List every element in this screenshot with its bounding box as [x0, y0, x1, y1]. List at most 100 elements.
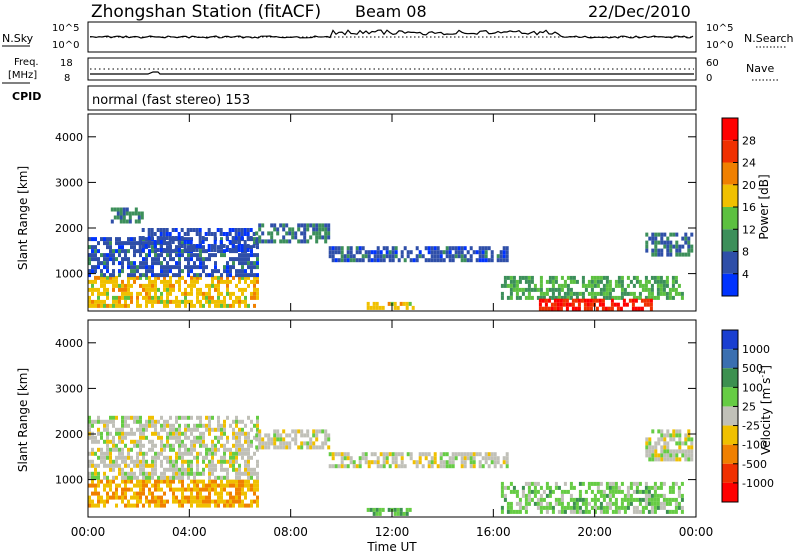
heatmap-cell — [211, 467, 214, 472]
heatmap-cell — [291, 227, 295, 232]
heatmap-cell — [91, 451, 94, 456]
heatmap-cell — [575, 505, 579, 510]
heatmap-cell — [136, 475, 139, 480]
heatmap-cell — [115, 503, 118, 508]
heatmap-cell — [238, 443, 241, 448]
heatmap-cell — [226, 467, 229, 472]
power-colorbar-label: Power [dB] — [757, 174, 771, 239]
heatmap-cell — [208, 415, 211, 420]
heatmap-cell — [334, 464, 338, 469]
heatmap-cell — [214, 261, 217, 266]
heatmap-cell — [202, 443, 205, 448]
heatmap-cell — [681, 453, 685, 458]
heatmap-cell — [247, 283, 250, 288]
heatmap-cell — [142, 423, 145, 428]
heatmap-cell — [186, 248, 190, 252]
heatmap-cell — [118, 299, 121, 304]
heatmap-cell — [297, 239, 301, 244]
heatmap-cell — [88, 471, 91, 476]
heatmap-cell — [193, 479, 196, 484]
heatmap-cell — [163, 447, 166, 452]
heatmap-cell — [472, 464, 476, 469]
heatmap-cell — [166, 299, 169, 304]
heatmap-cell — [620, 275, 624, 280]
heatmap-cell — [270, 437, 274, 442]
heatmap-cell — [405, 511, 409, 516]
heatmap-cell — [145, 265, 148, 270]
heatmap-cell — [340, 456, 344, 461]
heatmap-cell — [133, 265, 136, 270]
heatmap-cell — [291, 231, 295, 236]
heatmap-cell — [133, 415, 136, 420]
heatmap-cell — [647, 509, 651, 514]
heatmap-cell — [112, 279, 115, 284]
heatmap-cell — [279, 223, 283, 228]
heatmap-cell — [235, 283, 238, 288]
colorbar-segment — [722, 349, 738, 369]
heatmap-cell — [409, 250, 413, 255]
heatmap-cell — [127, 451, 130, 456]
heatmap-cell — [663, 453, 667, 458]
heatmap-cell — [163, 303, 166, 308]
heatmap-cell — [157, 261, 160, 266]
heatmap-cell — [400, 250, 404, 255]
heatmap-cell — [654, 445, 658, 450]
heatmap-cell — [509, 481, 513, 486]
heatmap-cell — [109, 439, 112, 444]
heatmap-cell — [166, 419, 169, 424]
heatmap-cell — [88, 257, 91, 262]
heatmap-cell — [430, 258, 434, 263]
heatmap-cell — [343, 258, 347, 263]
heatmap-cell — [160, 463, 163, 468]
heatmap-cell — [223, 295, 226, 300]
heatmap-cell — [166, 291, 169, 296]
heatmap-cell — [539, 485, 543, 490]
heatmap-cell — [211, 299, 214, 304]
heatmap-cell — [256, 487, 259, 492]
heatmap-cell — [124, 431, 127, 436]
heatmap-cell — [214, 303, 217, 308]
heatmap-cell — [133, 249, 136, 254]
heatmap-cell — [124, 491, 127, 496]
heatmap-cell — [617, 509, 621, 514]
heatmap-cell — [121, 423, 124, 428]
heatmap-cell — [151, 419, 154, 424]
heatmap-cell — [343, 456, 347, 461]
heatmap-cell — [124, 435, 127, 440]
heatmap-cell — [220, 499, 223, 504]
heatmap-cell — [247, 273, 250, 278]
heatmap-cell — [288, 227, 292, 232]
heatmap-cell — [196, 463, 199, 468]
heatmap-cell — [554, 485, 558, 490]
heatmap-cell — [150, 236, 154, 240]
heatmap-cell — [154, 427, 157, 432]
heatmap-cell — [666, 441, 670, 446]
heatmap-cell — [145, 435, 148, 440]
heatmap-cell — [250, 487, 253, 492]
heatmap-cell — [151, 415, 154, 420]
y-tick-label: 4000 — [55, 131, 83, 144]
heatmap-cell — [247, 467, 250, 472]
heatmap-cell — [575, 509, 579, 514]
heatmap-cell — [181, 495, 184, 500]
heatmap-cell — [469, 246, 473, 251]
heatmap-cell — [196, 471, 199, 476]
heatmap-cell — [524, 501, 528, 506]
heatmap-cell — [148, 503, 151, 508]
heatmap-cell — [657, 429, 661, 434]
heatmap-cell — [457, 254, 461, 259]
heatmap-cell — [244, 467, 247, 472]
heatmap-cell — [273, 437, 277, 442]
heatmap-cell — [509, 287, 513, 292]
heatmap-cell — [109, 467, 112, 472]
heatmap-cell — [175, 419, 178, 424]
heatmap-cell — [154, 283, 157, 288]
heatmap-cell — [647, 279, 651, 284]
heatmap-cell — [484, 254, 488, 259]
heatmap-cell — [675, 457, 679, 462]
heatmap-cell — [172, 467, 175, 472]
heatmap-cell — [352, 460, 356, 465]
heatmap-cell — [569, 505, 573, 510]
heatmap-cell — [300, 433, 304, 438]
heatmap-cell — [684, 240, 688, 245]
